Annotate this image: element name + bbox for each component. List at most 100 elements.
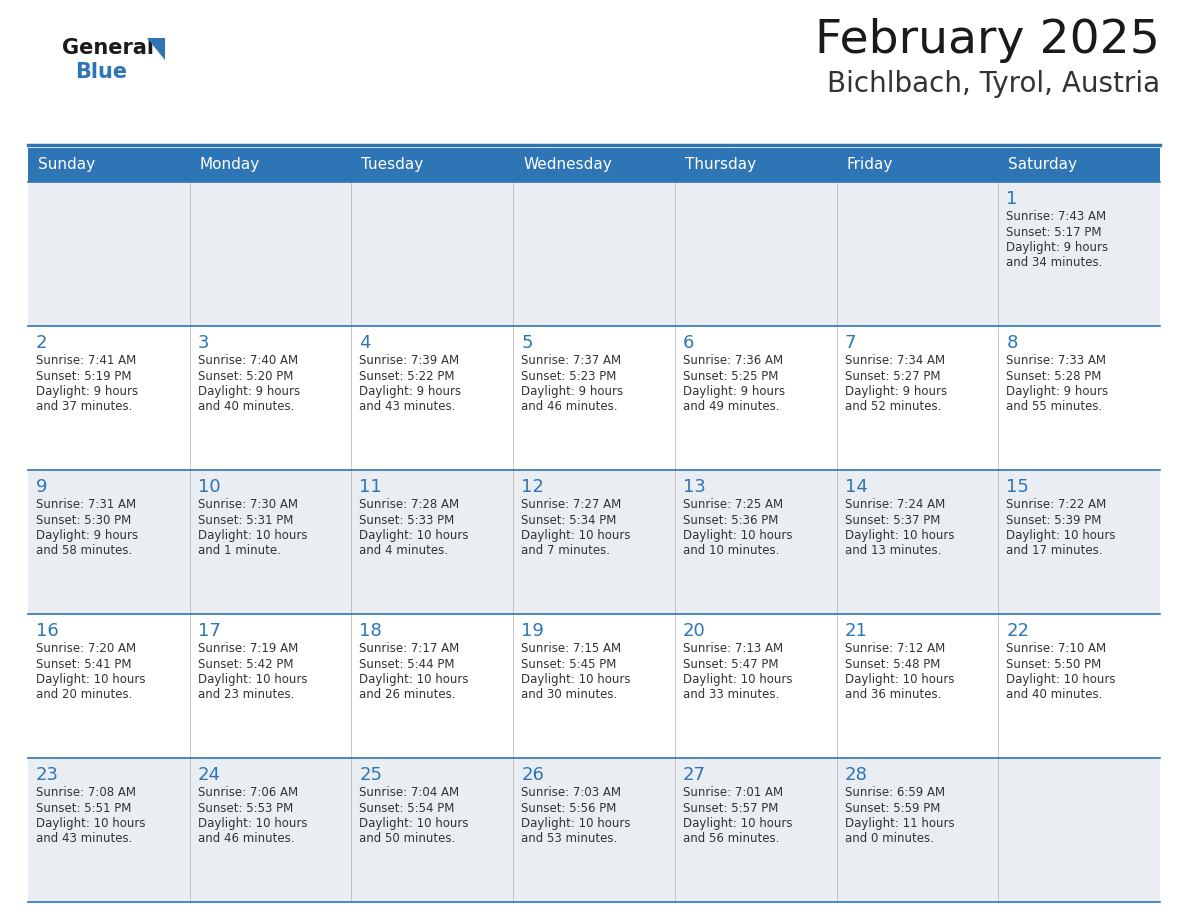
Text: Daylight: 10 hours: Daylight: 10 hours <box>683 673 792 686</box>
Text: and 40 minutes.: and 40 minutes. <box>197 400 295 413</box>
Text: Sunset: 5:25 PM: Sunset: 5:25 PM <box>683 370 778 383</box>
Text: Daylight: 10 hours: Daylight: 10 hours <box>522 817 631 830</box>
Text: 27: 27 <box>683 766 706 784</box>
Text: Sunset: 5:56 PM: Sunset: 5:56 PM <box>522 801 617 814</box>
Text: 4: 4 <box>360 334 371 352</box>
Text: Bichlbach, Tyrol, Austria: Bichlbach, Tyrol, Austria <box>827 70 1159 98</box>
Text: and 46 minutes.: and 46 minutes. <box>197 833 295 845</box>
Text: and 36 minutes.: and 36 minutes. <box>845 688 941 701</box>
Text: Sunrise: 7:08 AM: Sunrise: 7:08 AM <box>36 786 135 799</box>
Text: and 40 minutes.: and 40 minutes. <box>1006 688 1102 701</box>
Text: Sunrise: 7:30 AM: Sunrise: 7:30 AM <box>197 498 298 511</box>
Text: Sunrise: 7:19 AM: Sunrise: 7:19 AM <box>197 642 298 655</box>
Text: and 33 minutes.: and 33 minutes. <box>683 688 779 701</box>
Text: and 17 minutes.: and 17 minutes. <box>1006 544 1102 557</box>
Text: Daylight: 9 hours: Daylight: 9 hours <box>36 529 138 542</box>
Text: Thursday: Thursday <box>684 158 756 173</box>
Text: 24: 24 <box>197 766 221 784</box>
Text: Sunset: 5:34 PM: Sunset: 5:34 PM <box>522 513 617 527</box>
Text: 18: 18 <box>360 622 383 640</box>
Text: and 1 minute.: and 1 minute. <box>197 544 280 557</box>
Text: Daylight: 10 hours: Daylight: 10 hours <box>197 817 308 830</box>
Text: 14: 14 <box>845 478 867 496</box>
Text: Daylight: 10 hours: Daylight: 10 hours <box>522 673 631 686</box>
Text: and 55 minutes.: and 55 minutes. <box>1006 400 1102 413</box>
Text: Sunset: 5:27 PM: Sunset: 5:27 PM <box>845 370 940 383</box>
Text: Wednesday: Wednesday <box>523 158 612 173</box>
Text: Daylight: 10 hours: Daylight: 10 hours <box>197 673 308 686</box>
Text: Sunrise: 7:24 AM: Sunrise: 7:24 AM <box>845 498 944 511</box>
Text: and 26 minutes.: and 26 minutes. <box>360 688 456 701</box>
Text: Sunset: 5:22 PM: Sunset: 5:22 PM <box>360 370 455 383</box>
Bar <box>29 182 1159 326</box>
Text: 26: 26 <box>522 766 544 784</box>
Text: Sunrise: 7:13 AM: Sunrise: 7:13 AM <box>683 642 783 655</box>
Bar <box>29 470 1159 614</box>
Text: Sunset: 5:33 PM: Sunset: 5:33 PM <box>360 513 455 527</box>
Text: 6: 6 <box>683 334 694 352</box>
Text: and 43 minutes.: and 43 minutes. <box>36 833 132 845</box>
Text: Daylight: 10 hours: Daylight: 10 hours <box>360 817 469 830</box>
Text: Sunset: 5:51 PM: Sunset: 5:51 PM <box>36 801 132 814</box>
Text: Daylight: 10 hours: Daylight: 10 hours <box>683 817 792 830</box>
Text: Monday: Monday <box>200 158 260 173</box>
Text: and 53 minutes.: and 53 minutes. <box>522 833 618 845</box>
Text: 3: 3 <box>197 334 209 352</box>
Text: Sunset: 5:57 PM: Sunset: 5:57 PM <box>683 801 778 814</box>
Text: and 58 minutes.: and 58 minutes. <box>36 544 132 557</box>
Text: and 37 minutes.: and 37 minutes. <box>36 400 132 413</box>
Text: Sunrise: 7:22 AM: Sunrise: 7:22 AM <box>1006 498 1106 511</box>
Text: 8: 8 <box>1006 334 1018 352</box>
Text: Sunset: 5:50 PM: Sunset: 5:50 PM <box>1006 657 1101 670</box>
Text: Daylight: 10 hours: Daylight: 10 hours <box>845 673 954 686</box>
Text: Sunset: 5:20 PM: Sunset: 5:20 PM <box>197 370 293 383</box>
Text: and 50 minutes.: and 50 minutes. <box>360 833 456 845</box>
Text: Saturday: Saturday <box>1009 158 1078 173</box>
Text: Sunset: 5:17 PM: Sunset: 5:17 PM <box>1006 226 1101 239</box>
Text: 22: 22 <box>1006 622 1029 640</box>
Text: Sunset: 5:47 PM: Sunset: 5:47 PM <box>683 657 778 670</box>
Text: Sunrise: 7:39 AM: Sunrise: 7:39 AM <box>360 354 460 367</box>
Text: Sunset: 5:53 PM: Sunset: 5:53 PM <box>197 801 293 814</box>
Text: Sunset: 5:54 PM: Sunset: 5:54 PM <box>360 801 455 814</box>
Text: Sunrise: 7:03 AM: Sunrise: 7:03 AM <box>522 786 621 799</box>
Text: 5: 5 <box>522 334 532 352</box>
Text: and 20 minutes.: and 20 minutes. <box>36 688 132 701</box>
Text: Daylight: 10 hours: Daylight: 10 hours <box>360 529 469 542</box>
Text: Daylight: 10 hours: Daylight: 10 hours <box>36 817 145 830</box>
Text: Daylight: 11 hours: Daylight: 11 hours <box>845 817 954 830</box>
Text: and 43 minutes.: and 43 minutes. <box>360 400 456 413</box>
Text: Sunset: 5:41 PM: Sunset: 5:41 PM <box>36 657 132 670</box>
Text: Sunrise: 7:12 AM: Sunrise: 7:12 AM <box>845 642 944 655</box>
Text: Sunrise: 7:37 AM: Sunrise: 7:37 AM <box>522 354 621 367</box>
Text: Sunrise: 7:25 AM: Sunrise: 7:25 AM <box>683 498 783 511</box>
Text: Daylight: 9 hours: Daylight: 9 hours <box>522 385 624 398</box>
Text: and 34 minutes.: and 34 minutes. <box>1006 256 1102 270</box>
Text: Sunrise: 7:17 AM: Sunrise: 7:17 AM <box>360 642 460 655</box>
Text: 20: 20 <box>683 622 706 640</box>
Text: and 10 minutes.: and 10 minutes. <box>683 544 779 557</box>
Text: Daylight: 9 hours: Daylight: 9 hours <box>197 385 299 398</box>
Text: Daylight: 9 hours: Daylight: 9 hours <box>36 385 138 398</box>
Text: Daylight: 10 hours: Daylight: 10 hours <box>1006 529 1116 542</box>
Text: Sunset: 5:30 PM: Sunset: 5:30 PM <box>36 513 131 527</box>
Text: 12: 12 <box>522 478 544 496</box>
Text: Sunset: 5:48 PM: Sunset: 5:48 PM <box>845 657 940 670</box>
Text: Daylight: 10 hours: Daylight: 10 hours <box>36 673 145 686</box>
Text: Sunrise: 7:01 AM: Sunrise: 7:01 AM <box>683 786 783 799</box>
Text: Sunset: 5:36 PM: Sunset: 5:36 PM <box>683 513 778 527</box>
Text: Sunrise: 7:40 AM: Sunrise: 7:40 AM <box>197 354 298 367</box>
Bar <box>29 758 1159 902</box>
Text: Sunset: 5:31 PM: Sunset: 5:31 PM <box>197 513 293 527</box>
Text: and 46 minutes.: and 46 minutes. <box>522 400 618 413</box>
Text: 7: 7 <box>845 334 857 352</box>
Text: Daylight: 9 hours: Daylight: 9 hours <box>1006 385 1108 398</box>
Text: 13: 13 <box>683 478 706 496</box>
Text: Sunrise: 7:20 AM: Sunrise: 7:20 AM <box>36 642 137 655</box>
Text: and 30 minutes.: and 30 minutes. <box>522 688 618 701</box>
Bar <box>29 148 1159 182</box>
Text: Sunset: 5:39 PM: Sunset: 5:39 PM <box>1006 513 1101 527</box>
Text: General: General <box>62 38 154 58</box>
Text: Sunrise: 7:10 AM: Sunrise: 7:10 AM <box>1006 642 1106 655</box>
Text: and 52 minutes.: and 52 minutes. <box>845 400 941 413</box>
